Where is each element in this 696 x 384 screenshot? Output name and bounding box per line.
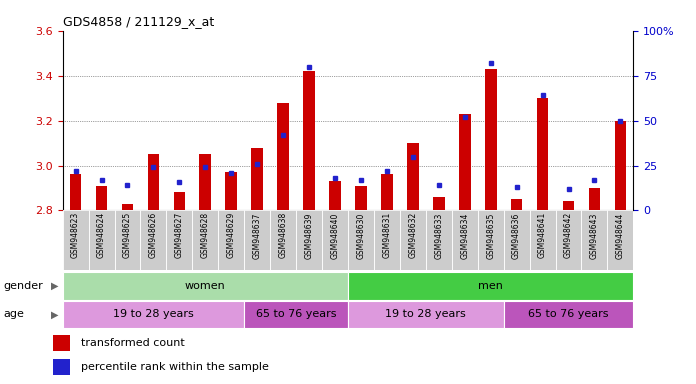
Bar: [96, 186, 107, 210]
Text: GSM948641: GSM948641: [538, 212, 547, 258]
Bar: [426, 210, 452, 270]
Bar: [407, 143, 419, 210]
Text: GSM948643: GSM948643: [590, 212, 599, 258]
Bar: [381, 174, 393, 210]
Text: 65 to 76 years: 65 to 76 years: [256, 310, 336, 319]
Text: GSM948642: GSM948642: [564, 212, 573, 258]
Text: GSM948635: GSM948635: [487, 212, 495, 258]
Text: GSM948624: GSM948624: [97, 212, 106, 258]
Text: GSM948640: GSM948640: [331, 212, 340, 258]
Text: GSM948636: GSM948636: [512, 212, 521, 258]
Bar: [530, 210, 555, 270]
Bar: [485, 69, 496, 210]
Text: 19 to 28 years: 19 to 28 years: [113, 310, 193, 319]
Bar: [122, 204, 134, 210]
Bar: [452, 210, 477, 270]
Text: GSM948628: GSM948628: [201, 212, 209, 258]
Text: GSM948633: GSM948633: [434, 212, 443, 258]
Text: GSM948632: GSM948632: [409, 212, 418, 258]
Bar: [148, 154, 159, 210]
Text: GSM948637: GSM948637: [253, 212, 262, 258]
Text: GSM948625: GSM948625: [123, 212, 132, 258]
Bar: [348, 301, 504, 328]
Bar: [166, 210, 192, 270]
Bar: [608, 210, 633, 270]
Text: age: age: [3, 310, 24, 319]
Bar: [400, 210, 426, 270]
Bar: [504, 210, 530, 270]
Bar: [192, 210, 219, 270]
Bar: [511, 199, 523, 210]
Bar: [303, 71, 315, 210]
Text: women: women: [185, 281, 226, 291]
Text: ▶: ▶: [51, 310, 58, 319]
Bar: [348, 210, 374, 270]
Bar: [477, 210, 504, 270]
Text: 19 to 28 years: 19 to 28 years: [386, 310, 466, 319]
Text: GSM948644: GSM948644: [616, 212, 625, 258]
Bar: [329, 181, 341, 210]
Bar: [615, 121, 626, 210]
Bar: [63, 272, 348, 300]
Bar: [355, 186, 367, 210]
Text: GSM948630: GSM948630: [356, 212, 365, 258]
Bar: [53, 335, 70, 351]
Bar: [63, 301, 244, 328]
Bar: [433, 197, 445, 210]
Bar: [348, 272, 633, 300]
Text: percentile rank within the sample: percentile rank within the sample: [81, 362, 269, 372]
Bar: [141, 210, 166, 270]
Text: men: men: [478, 281, 503, 291]
Bar: [589, 188, 600, 210]
Text: gender: gender: [3, 281, 43, 291]
Bar: [115, 210, 141, 270]
Bar: [200, 154, 211, 210]
Bar: [277, 103, 289, 210]
Bar: [88, 210, 115, 270]
Bar: [537, 98, 548, 210]
Text: GSM948639: GSM948639: [305, 212, 314, 258]
Text: GSM948629: GSM948629: [227, 212, 236, 258]
Text: 65 to 76 years: 65 to 76 years: [528, 310, 609, 319]
Bar: [555, 210, 581, 270]
Bar: [219, 210, 244, 270]
Bar: [53, 359, 70, 375]
Bar: [226, 172, 237, 210]
Text: GSM948634: GSM948634: [460, 212, 469, 258]
Bar: [322, 210, 348, 270]
Bar: [244, 210, 270, 270]
Text: ▶: ▶: [51, 281, 58, 291]
Text: GSM948623: GSM948623: [71, 212, 80, 258]
Bar: [374, 210, 400, 270]
Bar: [63, 210, 88, 270]
Text: GSM948638: GSM948638: [278, 212, 287, 258]
Bar: [459, 114, 470, 210]
Bar: [562, 202, 574, 210]
Bar: [296, 210, 322, 270]
Text: transformed count: transformed count: [81, 338, 185, 348]
Bar: [70, 174, 81, 210]
Bar: [270, 210, 296, 270]
Bar: [581, 210, 608, 270]
Bar: [173, 192, 185, 210]
Text: GSM948631: GSM948631: [382, 212, 391, 258]
Text: GDS4858 / 211129_x_at: GDS4858 / 211129_x_at: [63, 15, 214, 28]
Bar: [251, 147, 263, 210]
Bar: [504, 301, 633, 328]
Text: GSM948626: GSM948626: [149, 212, 158, 258]
Text: GSM948627: GSM948627: [175, 212, 184, 258]
Bar: [244, 301, 348, 328]
